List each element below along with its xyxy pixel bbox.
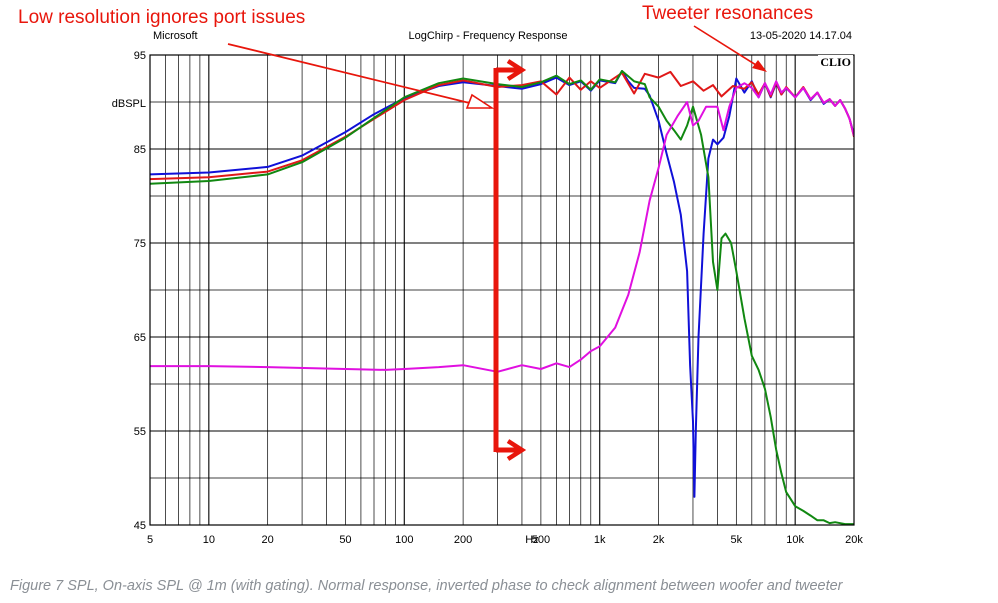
y-tick-label: 45 [134,520,146,532]
tweeter-arrow-head [752,60,767,72]
brand-label: CLIO [820,55,851,69]
series-line-blue [150,70,854,498]
x-tick-label: 100 [395,534,413,546]
port-arrow-head [465,93,495,109]
y-tick-label: 75 [134,238,146,250]
bracket-top-head [506,59,527,81]
annotation-tweeter: Tweeter resonances [642,3,813,24]
plot-frame [149,54,855,526]
x-tick-label: 1k [594,534,606,546]
x-tick-label: 200 [454,534,472,546]
y-tick-label: 85 [134,144,146,156]
series-line-magenta [150,80,854,373]
x-tick-label: 50 [339,534,351,546]
x-tick-labels: 5 10 20 50 100 200 500 1k 2k 5k 10k 20k [147,534,863,546]
figure-caption: Figure 7 SPL, On-axis SPL @ 1m (with gat… [10,578,843,594]
y-axis-label: dBSPL [112,98,146,110]
y-tick-label: 95 [134,50,146,62]
x-tick-label: 2k [653,534,665,546]
x-tick-label: 20k [845,534,863,546]
x-tick-label: 5 [147,534,153,546]
series-line-green [150,70,854,525]
grid [150,55,854,525]
series-lines [150,70,854,525]
y-tick-label: 55 [134,426,146,438]
tweeter-arrow-line [693,25,765,71]
brand-backdrop [818,55,853,69]
header-right: 13-05-2020 14.17.04 [750,30,852,42]
header-center: LogChirp - Frequency Response [409,30,568,42]
x-tick-label: 20 [262,534,274,546]
x-tick-label: 500 [532,534,550,546]
x-tick-label: 10k [786,534,804,546]
x-tick-label: 10 [203,534,215,546]
port-arrow-line [227,43,491,109]
bracket-bottom-head [506,439,527,461]
x-tick-label: 5k [731,534,743,546]
header-left: Microsoft [153,30,198,42]
annotation-port: Low resolution ignores port issues [18,7,305,28]
y-tick-labels: 45 55 65 75 85 95 [134,50,146,532]
annotation-arrows [227,25,767,461]
y-tick-label: 65 [134,332,146,344]
x-axis-unit: Hz [525,534,538,546]
